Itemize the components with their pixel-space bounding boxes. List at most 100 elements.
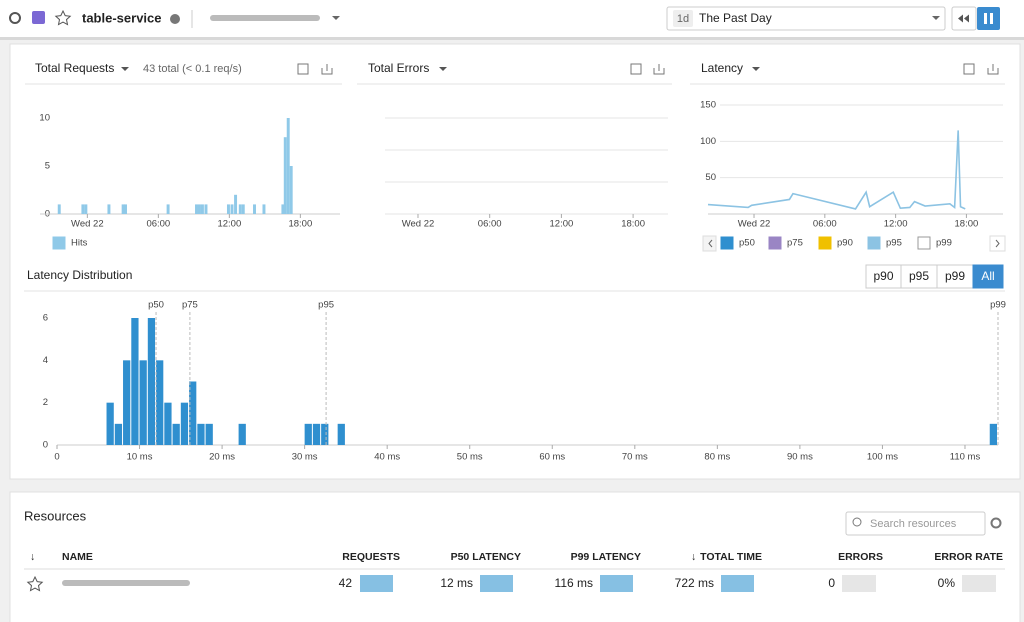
x-tick-label: 60 ms — [539, 452, 565, 463]
pause-icon — [990, 13, 993, 24]
panel-caret[interactable] — [121, 67, 760, 71]
table-cell: 12 ms — [440, 576, 473, 590]
x-tick-label: 20 ms — [209, 452, 235, 463]
table-cell: 722 ms — [675, 576, 714, 590]
x-tick-label: 12:00 — [550, 219, 574, 230]
rewind-icon — [958, 14, 969, 23]
legend-next[interactable] — [989, 235, 1006, 252]
column-header[interactable]: TOTAL TIME — [700, 551, 762, 563]
bar — [238, 204, 242, 214]
histogram-bar — [238, 423, 246, 445]
bar — [230, 204, 234, 214]
env-caret[interactable] — [332, 16, 340, 20]
histogram-bar — [123, 360, 131, 445]
column-header[interactable]: ERROR RATE — [934, 551, 1003, 563]
search-icon — [852, 517, 862, 527]
histogram-bar — [131, 318, 139, 445]
y-tick-label: 2 — [43, 397, 48, 408]
bar — [234, 194, 238, 214]
resources-title: Resources — [24, 508, 87, 523]
table-cell: 0% — [938, 576, 956, 590]
x-tick-label: 70 ms — [622, 452, 648, 463]
x-tick-label: 0 — [54, 452, 59, 463]
bar — [121, 204, 125, 214]
column-header[interactable]: P50 LATENCY — [451, 551, 521, 563]
settings-icon[interactable] — [9, 12, 21, 24]
legend-swatch[interactable] — [818, 236, 832, 250]
histogram-bar — [189, 381, 197, 445]
bar — [281, 204, 285, 214]
bar — [241, 204, 245, 214]
bar — [253, 204, 256, 214]
legend-swatch[interactable] — [917, 236, 931, 250]
x-tick-label: 18:00 — [288, 219, 312, 230]
x-tick-label: 100 ms — [867, 452, 898, 463]
column-header[interactable]: P99 LATENCY — [571, 551, 641, 563]
bar — [286, 118, 290, 214]
x-tick-label: 06:00 — [146, 219, 170, 230]
legend-swatch[interactable] — [768, 236, 782, 250]
histogram-bar — [164, 402, 172, 445]
bar — [57, 204, 61, 214]
legend-swatch[interactable] — [52, 236, 66, 250]
row-star[interactable] — [26, 575, 44, 592]
service-name: table-service — [82, 10, 162, 25]
panel-title: Latency — [701, 61, 743, 75]
histogram-bar — [989, 423, 997, 445]
histogram-bar — [337, 423, 345, 445]
bar — [200, 204, 204, 214]
info-icon[interactable] — [170, 14, 180, 24]
x-tick-label: 12:00 — [217, 219, 241, 230]
x-tick-label: 06:00 — [478, 219, 502, 230]
filter-button-label: p95 — [909, 269, 929, 283]
bar — [197, 204, 201, 214]
bar — [226, 204, 230, 214]
x-tick-label: 18:00 — [955, 219, 979, 230]
bar — [124, 204, 127, 214]
histogram-bar — [197, 423, 205, 445]
time-select[interactable] — [666, 6, 946, 31]
x-tick-label: 30 ms — [292, 452, 318, 463]
sort-icon[interactable]: ↓ — [691, 551, 696, 563]
legend-swatch[interactable] — [867, 236, 881, 250]
table-cell: 116 ms — [555, 576, 593, 590]
filter-button[interactable] — [972, 264, 1004, 289]
histogram-bar — [180, 402, 189, 445]
panel-title: Total Requests — [35, 61, 114, 75]
x-tick-label: 110 ms — [950, 452, 981, 463]
percentile-label: p50 — [148, 300, 164, 311]
table-settings[interactable] — [990, 517, 1002, 529]
legend-swatch[interactable] — [720, 236, 734, 250]
filter-button-label: p99 — [945, 269, 965, 283]
histogram-bar — [139, 360, 147, 445]
sort-icon[interactable]: ↓ — [30, 551, 35, 563]
time-range: The Past Day — [699, 11, 772, 25]
bar — [262, 204, 266, 214]
histogram-bar — [312, 423, 321, 445]
column-header[interactable]: REQUESTS — [342, 551, 400, 563]
bar — [195, 204, 198, 214]
legend-label: p75 — [787, 238, 803, 249]
search-box[interactable] — [845, 511, 986, 536]
panel-title: Total Errors — [368, 61, 429, 75]
redacted-resource[interactable] — [62, 580, 190, 586]
panel-icons[interactable] — [297, 63, 999, 75]
column-header[interactable]: ERRORS — [838, 551, 883, 563]
x-tick-label: 80 ms — [704, 452, 730, 463]
pause-button[interactable] — [977, 7, 1000, 30]
histogram-bar — [106, 402, 114, 445]
x-tick-label: 18:00 — [621, 219, 645, 230]
panel-title: Latency Distribution — [27, 268, 132, 282]
column-header[interactable]: NAME — [62, 551, 93, 563]
panel-subtitle: 43 total (< 0.1 req/s) — [143, 63, 242, 75]
legend-arrows — [708, 239, 1000, 248]
legend-label: p99 — [936, 238, 952, 249]
bar — [84, 204, 88, 214]
y-tick-label: 0 — [43, 440, 48, 451]
bar — [204, 204, 208, 214]
redacted-env[interactable] — [210, 15, 320, 21]
x-tick-label: 50 ms — [457, 452, 483, 463]
x-tick-label: Wed 22 — [738, 219, 771, 230]
favorite-star[interactable] — [54, 9, 72, 26]
